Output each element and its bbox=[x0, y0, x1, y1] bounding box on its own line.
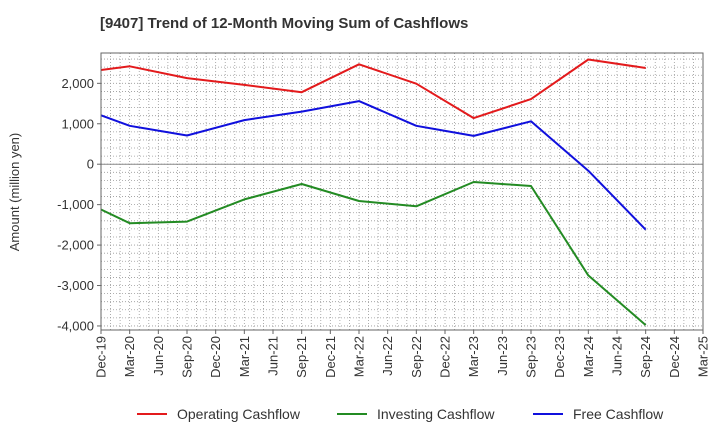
x-ticks: Dec-19 Mar-20 Jun-20 Sep-20 Dec-20 Mar-21 Jun-… bbox=[94, 330, 711, 378]
x-tick-label: Mar-25 bbox=[696, 336, 711, 377]
x-tick-label: Sep-22 bbox=[409, 336, 424, 378]
x-tick-label: Dec-19 bbox=[94, 336, 109, 378]
legend-label: Operating Cashflow bbox=[177, 406, 301, 422]
x-tick-label: Sep-21 bbox=[294, 336, 309, 378]
x-tick-label: Dec-21 bbox=[323, 336, 338, 378]
y-tick-label: -3,000 bbox=[57, 278, 94, 293]
x-tick-label: Sep-23 bbox=[524, 336, 539, 378]
series-lines bbox=[100, 58, 647, 326]
y-tick-label: 0 bbox=[87, 157, 94, 172]
y-axis-label: Amount (million yen) bbox=[7, 133, 22, 252]
x-tick-label: Jun-22 bbox=[380, 336, 395, 376]
x-tick-label: Sep-20 bbox=[180, 336, 195, 378]
series-line-operating-cashflow bbox=[100, 58, 646, 120]
legend-label: Investing Cashflow bbox=[377, 406, 495, 422]
series-line-free-cashflow bbox=[100, 100, 647, 231]
y-ticks: 2,000 1,000 0 -1,000 -2,000 -3,000 -4,000 bbox=[57, 76, 101, 333]
x-tick-label: Mar-22 bbox=[352, 336, 367, 377]
x-tick-label: Jun-24 bbox=[610, 336, 625, 376]
y-tick-label: 1,000 bbox=[61, 116, 94, 131]
x-tick-label: Sep-24 bbox=[638, 336, 653, 378]
grid-lines bbox=[100, 53, 704, 330]
series-line-investing-cashflow bbox=[100, 181, 647, 326]
x-tick-label: Dec-22 bbox=[438, 336, 453, 378]
x-tick-label: Dec-24 bbox=[667, 336, 682, 378]
x-tick-label: Mar-20 bbox=[122, 336, 137, 377]
x-tick-label: Mar-23 bbox=[466, 336, 481, 377]
x-tick-label: Dec-20 bbox=[208, 336, 223, 378]
x-tick-label: Mar-24 bbox=[581, 336, 596, 377]
x-tick-label: Jun-23 bbox=[495, 336, 510, 376]
x-tick-label: Mar-21 bbox=[237, 336, 252, 377]
y-tick-label: -1,000 bbox=[57, 197, 94, 212]
legend-label: Free Cashflow bbox=[573, 406, 664, 422]
y-tick-label: 2,000 bbox=[61, 76, 94, 91]
y-tick-label: -2,000 bbox=[57, 238, 94, 253]
x-tick-label: Dec-23 bbox=[552, 336, 567, 378]
plot-area-frame bbox=[100, 52, 704, 331]
x-tick-label: Jun-20 bbox=[151, 336, 166, 376]
x-tick-label: Jun-21 bbox=[266, 336, 281, 376]
legend: Operating Cashflow Investing Cashflow Free… bbox=[137, 406, 664, 422]
y-tick-label: -4,000 bbox=[57, 318, 94, 333]
chart-title: [9407] Trend of 12-Month Moving Sum of C… bbox=[100, 15, 468, 32]
